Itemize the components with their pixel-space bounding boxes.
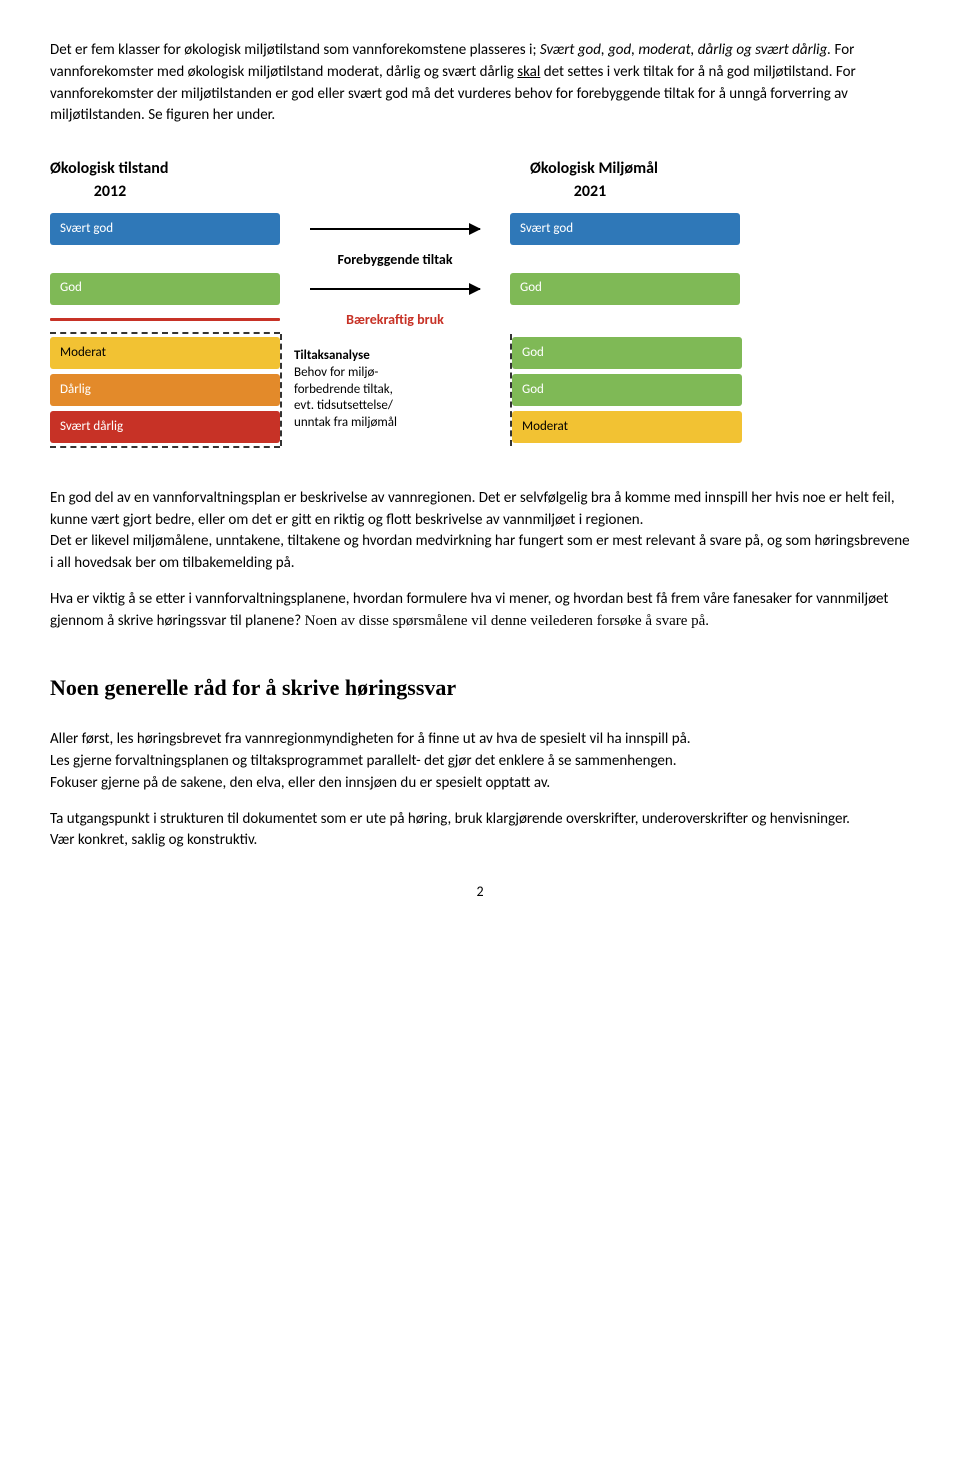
bar-right-0: Svært god bbox=[510, 213, 740, 245]
body-p8: Ta utgangspunkt i strukturen til dokumen… bbox=[50, 809, 910, 831]
intro-italic: Svært god, god, moderat, dårlig og svært… bbox=[540, 41, 831, 59]
analysis-body: Behov for miljø- forbedrende tiltak, evt… bbox=[294, 365, 510, 433]
bar-left-3: Dårlig bbox=[50, 374, 280, 406]
chart-headers: Økologisk tilstand 2012 Økologisk Miljøm… bbox=[50, 157, 910, 203]
chart-header-right-2: 2021 bbox=[530, 180, 650, 203]
spacer bbox=[280, 446, 510, 448]
spacer bbox=[510, 250, 740, 270]
body-p4q: ? bbox=[294, 612, 301, 630]
chart-header-right: Økologisk Miljømål 2021 bbox=[510, 157, 760, 203]
chart-header-left-1: Økologisk tilstand bbox=[50, 157, 280, 180]
spacer bbox=[510, 446, 740, 448]
lower-block: Moderat Dårlig Svært dårlig Tiltaksanaly… bbox=[50, 334, 910, 446]
intro-underline: skal bbox=[517, 63, 540, 81]
body-p4b: Noen av disse spørsmålene vil denne veil… bbox=[305, 613, 709, 629]
section-heading: Noen generelle råd for å skrive høringss… bbox=[50, 672, 910, 704]
left-stack: Moderat Dårlig Svært dårlig bbox=[50, 334, 282, 446]
bar-left-2: Moderat bbox=[50, 337, 280, 369]
arrow-line-icon bbox=[310, 288, 480, 290]
bar-right-3: God bbox=[512, 374, 742, 406]
intro-text-1: Det er fem klasser for økologisk miljøti… bbox=[50, 41, 540, 59]
body-p6: Les gjerne forvaltningsplanen og tiltaks… bbox=[50, 751, 910, 773]
bar-right-2: God bbox=[512, 337, 742, 369]
bar-right-1: God bbox=[510, 273, 740, 305]
body-p2: En god del av en vannforvaltningsplan er… bbox=[50, 488, 910, 532]
chart-row-0: Svært god Svært god bbox=[50, 213, 910, 245]
analysis-title: Tiltaksanalyse bbox=[294, 348, 510, 365]
bar-left-1: God bbox=[50, 273, 280, 305]
bar-left-4: Svært dårlig bbox=[50, 411, 280, 443]
mid-label-forebyggende: Forebyggende tiltak bbox=[280, 250, 510, 270]
bar-left-0: Svært god bbox=[50, 213, 280, 245]
arrow-1 bbox=[280, 273, 510, 305]
mid-label-baerekraftig: Bærekraftig bruk bbox=[280, 310, 510, 330]
red-divider bbox=[50, 318, 280, 321]
arrow-line-icon bbox=[310, 228, 480, 230]
dashed-bottom bbox=[50, 446, 910, 448]
right-stack: God God Moderat bbox=[512, 334, 742, 446]
body-p3: Det er likevel miljømålene, unntakene, t… bbox=[50, 531, 910, 575]
chart-grid: Svært god Svært god Forebyggende tiltak … bbox=[50, 213, 910, 448]
status-chart: Økologisk tilstand 2012 Økologisk Miljøm… bbox=[50, 157, 910, 448]
analysis-block: Tiltaksanalyse Behov for miljø- forbedre… bbox=[282, 334, 512, 446]
chart-header-left: Økologisk tilstand 2012 bbox=[50, 157, 280, 203]
chart-row-1: God God bbox=[50, 273, 910, 305]
body-p4: Hva er viktig å se etter i vannforvaltni… bbox=[50, 589, 910, 633]
chart-midrow-1: Forebyggende tiltak bbox=[50, 250, 910, 270]
body-p7: Fokuser gjerne på de sakene, den elva, e… bbox=[50, 773, 910, 795]
spacer bbox=[50, 250, 280, 270]
dash-line bbox=[50, 446, 280, 448]
body-p5: Aller først, les høringsbrevet fra vannr… bbox=[50, 729, 910, 751]
arrow-0 bbox=[280, 213, 510, 245]
body-p9: Vær konkret, saklig og konstruktiv. bbox=[50, 830, 910, 852]
intro-paragraph: Det er fem klasser for økologisk miljøti… bbox=[50, 40, 910, 127]
page-number: 2 bbox=[50, 882, 910, 902]
bar-right-4: Moderat bbox=[512, 411, 742, 443]
chart-header-left-2: 2012 bbox=[50, 180, 170, 203]
chart-header-right-1: Økologisk Miljømål bbox=[530, 157, 760, 180]
chart-header-mid bbox=[280, 157, 510, 203]
chart-midrow-2: Bærekraftig bruk bbox=[50, 310, 910, 330]
